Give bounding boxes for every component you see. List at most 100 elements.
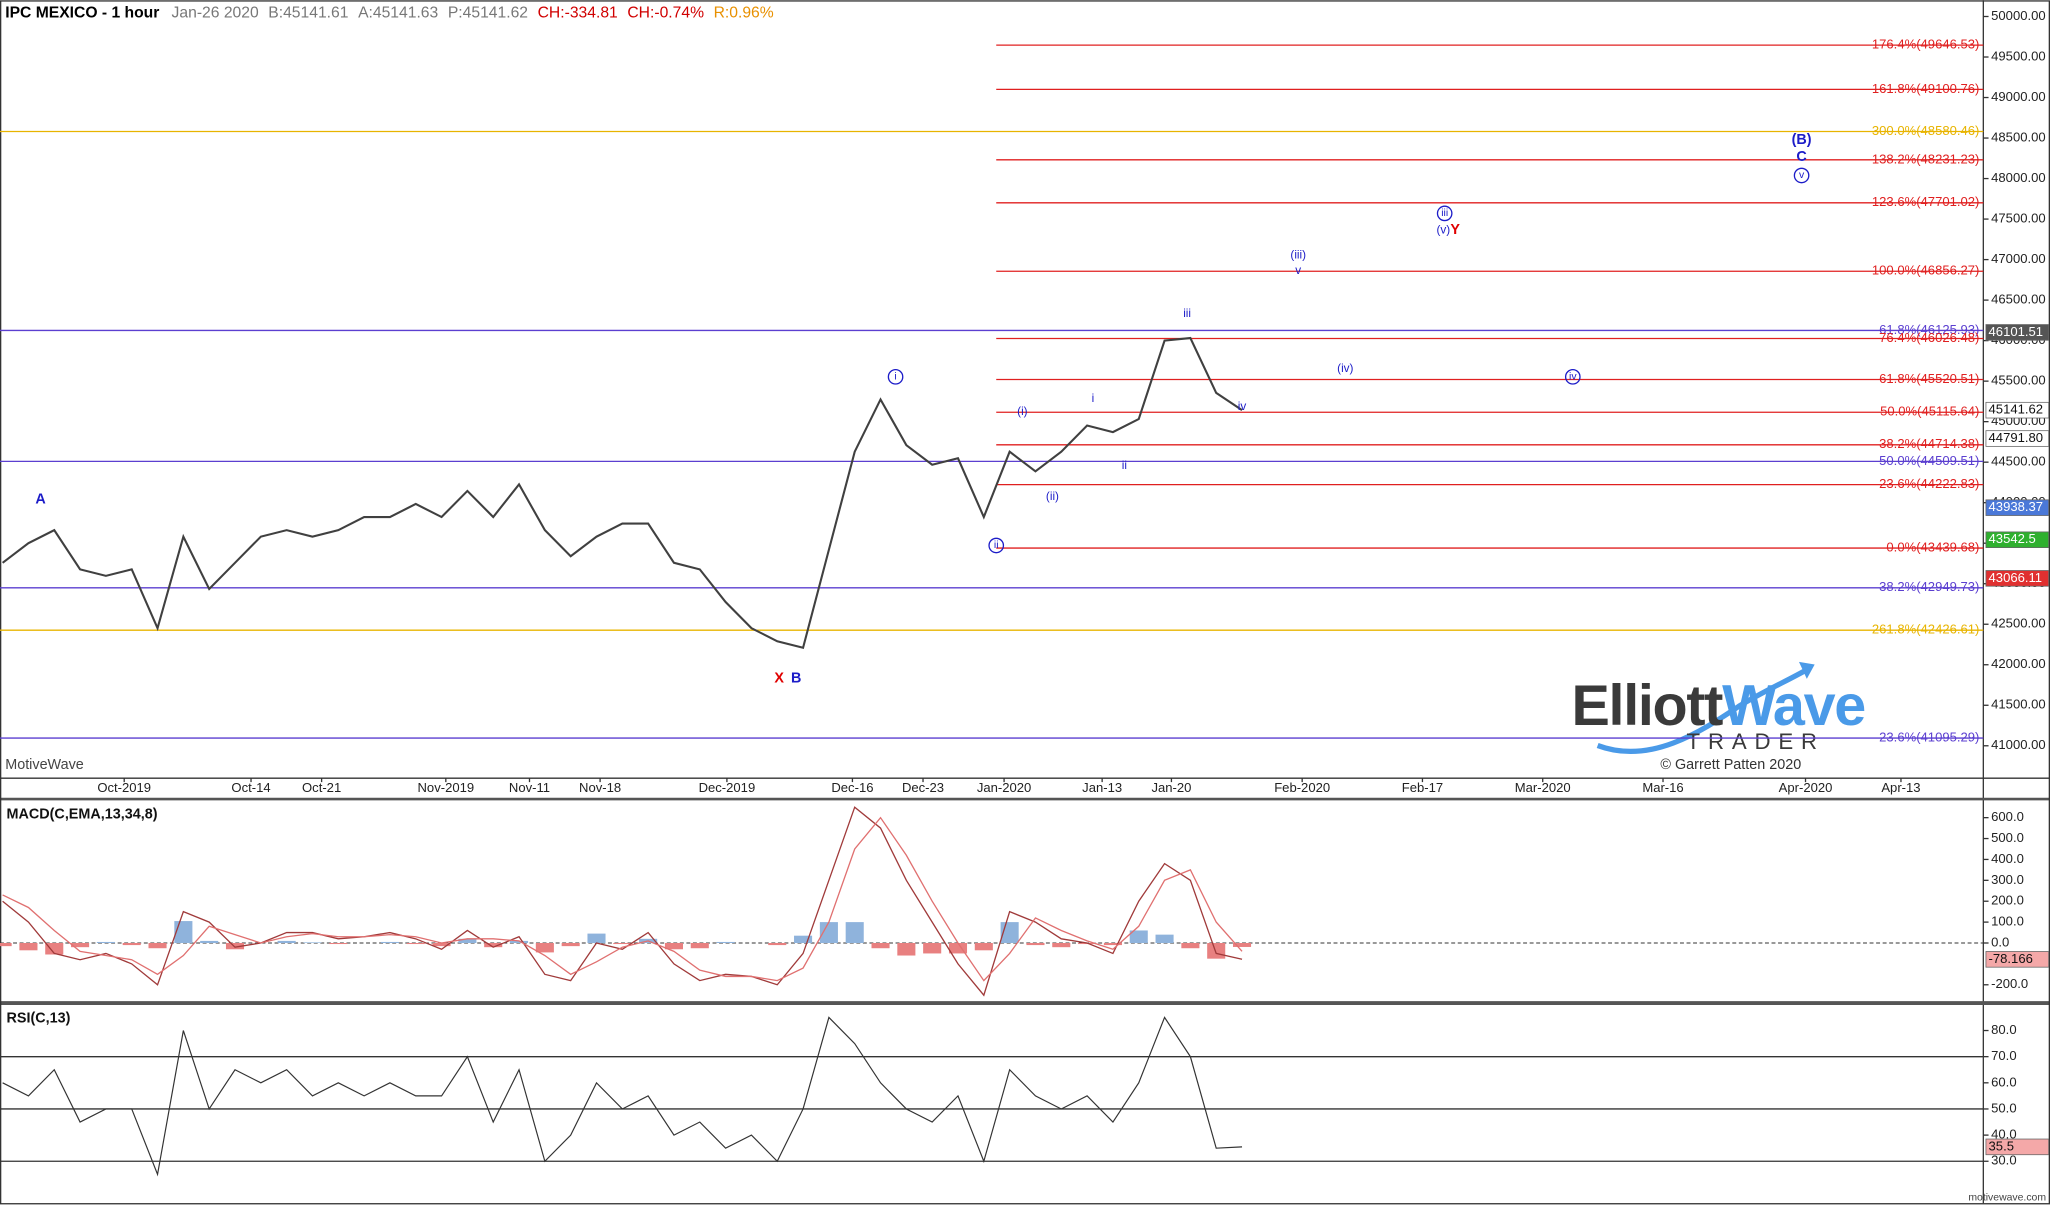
histogram-bar	[690, 942, 709, 949]
y-tick-label: 44500.00	[1991, 454, 2045, 469]
histogram-bar	[768, 942, 787, 946]
wave-label: B	[791, 671, 801, 687]
wave-label: v	[1295, 264, 1301, 277]
wave-label: (ii)	[1046, 490, 1059, 503]
wave-circle	[887, 368, 904, 385]
wave-circle	[1564, 368, 1581, 385]
data-line	[2, 806, 1243, 997]
histogram-bar	[225, 942, 245, 950]
y-tick-label: 30.0	[1991, 1153, 2016, 1168]
x-tick-label: Oct-2019	[97, 780, 151, 795]
histogram-bar	[1052, 942, 1071, 948]
histogram-bar	[535, 942, 554, 953]
bid: B:45141.61	[268, 5, 348, 22]
fib-label: 76.4%(46026.48)	[1879, 330, 1979, 345]
change-pct: CH:-0.74%	[627, 5, 704, 22]
wave-circle	[1436, 205, 1453, 222]
fib-label: 38.2%(42949.73)	[1879, 579, 1979, 594]
histogram-bar	[1155, 934, 1174, 943]
histogram-bar	[897, 942, 916, 956]
wave-circle	[1793, 167, 1810, 184]
price-marker	[1985, 401, 2050, 419]
logo-a: Elliott	[1571, 674, 1723, 738]
histogram-bar	[871, 942, 890, 949]
price-marker	[1985, 1138, 2050, 1156]
histogram-bar	[509, 940, 529, 943]
histogram-bar	[561, 942, 580, 947]
y-tick-label: 300.0	[1991, 872, 2024, 887]
x-tick-label: Apr-2020	[1779, 780, 1833, 795]
fib-label: 23.6%(41095.29)	[1879, 730, 1979, 745]
x-tick-label: Mar-16	[1642, 780, 1683, 795]
x-tick-label: Feb-2020	[1274, 780, 1330, 795]
histogram-bar	[484, 942, 503, 948]
histogram-bar	[794, 935, 813, 943]
histogram-bar	[277, 940, 296, 943]
histogram-bar	[1232, 942, 1252, 947]
range: R:0.96%	[714, 5, 774, 22]
y-tick-label: 48500.00	[1991, 129, 2045, 144]
platform: MotiveWave	[5, 757, 84, 773]
x-tick-label: Dec-16	[831, 780, 873, 795]
wave-label: i	[894, 372, 896, 383]
x-tick-label: Jan-2020	[977, 780, 1031, 795]
wave-label: i	[1092, 392, 1095, 405]
histogram-bar	[174, 921, 193, 943]
x-tick-label: Nov-11	[509, 780, 550, 795]
histogram-bar	[380, 941, 399, 943]
x-tick-label: Mar-2020	[1515, 780, 1571, 795]
fib-label: 300.0%(48580.46)	[1872, 123, 1980, 138]
y-tick-label: 45500.00	[1991, 373, 2045, 388]
fib-label: 123.6%(47701.02)	[1872, 194, 1980, 209]
y-tick-label: 70.0	[1991, 1048, 2016, 1063]
data-line	[2, 1016, 1243, 1177]
histogram-bar	[329, 942, 348, 945]
fib-label: 176.4%(49646.53)	[1872, 37, 1980, 52]
price-marker	[1985, 499, 2050, 516]
price-marker-label: 46101.51	[1989, 324, 2043, 339]
fib-label: 161.8%(49100.76)	[1872, 81, 1980, 96]
x-tick-label: Dec-23	[902, 780, 944, 795]
wave-label: (iii)	[1290, 248, 1306, 261]
x-tick-label: Jan-13	[1082, 780, 1122, 795]
logo-text: ElliottWave	[1571, 674, 1865, 738]
header: IPC MEXICO - 1 hour Jan-26 2020 B:45141.…	[5, 5, 774, 22]
wave-label: iii	[1441, 208, 1448, 219]
wave-label: ii	[994, 540, 999, 551]
price-marker-label: 43938.37	[1989, 499, 2043, 514]
y-tick-label: 49000.00	[1991, 89, 2045, 104]
price-marker	[1985, 531, 2050, 548]
y-tick-label: 41500.00	[1991, 697, 2045, 712]
y-tick-label: 49500.00	[1991, 48, 2045, 63]
fib-label: 23.6%(44222.83)	[1879, 476, 1979, 491]
y-tick-label: -200.0	[1991, 976, 2028, 991]
copyright: © Garrett Patten 2020	[1660, 757, 1801, 773]
y-tick-label: 500.0	[1991, 830, 2024, 845]
y-tick-label: 50000.00	[1991, 8, 2045, 23]
price-marker-label: -78.166	[1989, 951, 2033, 966]
y-tick-label: 50.0	[1991, 1100, 2016, 1115]
y-tick-label: 47000.00	[1991, 251, 2045, 266]
histogram-bar	[1103, 942, 1122, 946]
histogram-bar	[974, 942, 993, 951]
change: CH:-334.81	[538, 5, 618, 22]
panel-title: MACD(C,EMA,13,34,8)	[7, 807, 158, 823]
price-marker-label: 45141.62	[1989, 402, 2043, 417]
histogram-bar	[923, 942, 942, 954]
y-tick-label: 42500.00	[1991, 616, 2045, 631]
price-marker	[1985, 570, 2050, 587]
fib-label: 50.0%(44509.51)	[1879, 453, 1979, 468]
wave-label: iii	[1183, 307, 1191, 320]
price-marker-label: 35.5	[1989, 1138, 2014, 1153]
histogram-bar	[613, 942, 632, 945]
fib-label: 38.2%(44714.38)	[1879, 436, 1979, 451]
wave-label: iv	[1238, 400, 1247, 413]
y-tick-label: 48000.00	[1991, 170, 2045, 185]
y-tick-label: 47500.00	[1991, 211, 2045, 226]
wave-label: Y	[1450, 222, 1460, 238]
site: motivewave.com	[1968, 1193, 2046, 1204]
x-tick-label: Oct-14	[231, 780, 270, 795]
logo-bottom: TRADER	[1687, 729, 1825, 754]
histogram-bar	[200, 940, 219, 943]
